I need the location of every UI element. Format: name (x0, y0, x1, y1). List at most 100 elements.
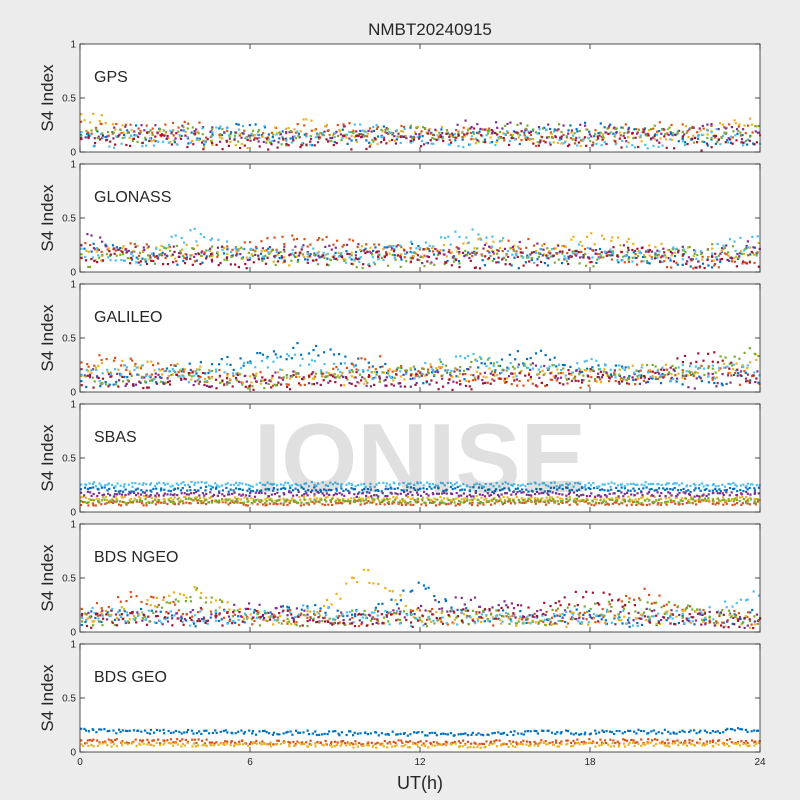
data-point (572, 491, 576, 494)
data-point (196, 368, 199, 371)
data-point (92, 368, 95, 371)
data-point (646, 380, 649, 383)
data-point (711, 489, 714, 492)
data-point (215, 387, 218, 390)
data-point (601, 483, 604, 486)
data-point (734, 134, 737, 137)
data-point (681, 253, 684, 256)
data-point (633, 256, 636, 259)
data-point (679, 488, 683, 492)
data-point (432, 370, 435, 373)
data-point (144, 260, 147, 263)
data-point (455, 375, 458, 378)
data-point (306, 245, 309, 248)
data-point (293, 128, 296, 131)
data-point (455, 381, 458, 384)
data-point (685, 262, 688, 265)
data-point (672, 482, 675, 485)
data-point (221, 248, 224, 252)
data-point (508, 143, 511, 146)
data-point (622, 134, 625, 137)
data-point (719, 143, 722, 146)
data-point (92, 492, 95, 496)
data-point (244, 494, 248, 497)
data-point (454, 230, 457, 233)
data-point (733, 260, 736, 263)
data-point (533, 493, 537, 496)
data-point (452, 498, 455, 501)
data-point (409, 126, 412, 129)
data-point (564, 377, 568, 380)
data-point (121, 500, 124, 503)
data-point (225, 486, 228, 489)
data-point (471, 255, 474, 258)
data-point (675, 132, 678, 136)
data-point (257, 258, 260, 261)
data-point (461, 136, 464, 139)
data-point (420, 130, 423, 133)
data-point (454, 136, 457, 139)
data-point (329, 136, 332, 140)
data-point (199, 500, 203, 503)
data-point (580, 381, 584, 384)
data-point (422, 248, 425, 251)
data-point (431, 246, 434, 250)
data-point (475, 251, 479, 254)
data-point (322, 372, 325, 375)
data-point (449, 482, 453, 485)
data-point (612, 139, 616, 142)
data-point (129, 500, 132, 503)
data-point (399, 244, 402, 247)
data-point (513, 379, 516, 382)
data-point (642, 379, 645, 382)
data-point (107, 373, 111, 376)
data-point (744, 261, 747, 264)
data-point (141, 364, 144, 367)
data-point (546, 367, 549, 370)
data-point (160, 254, 164, 257)
data-point (496, 374, 499, 377)
data-point (369, 485, 372, 488)
data-point (95, 368, 98, 372)
data-point (382, 497, 385, 500)
data-point (656, 377, 659, 380)
data-point (367, 129, 370, 132)
data-point (396, 135, 399, 138)
data-point (578, 262, 581, 265)
data-point (441, 132, 444, 135)
data-point (387, 369, 390, 372)
data-point (102, 496, 105, 499)
data-point (455, 481, 458, 484)
data-point (419, 494, 423, 497)
data-point (137, 127, 140, 130)
data-point (635, 128, 638, 131)
data-point (134, 482, 137, 485)
data-point (713, 381, 716, 385)
data-point (612, 252, 615, 255)
data-point (224, 501, 227, 504)
data-point (180, 236, 183, 240)
data-point (474, 266, 477, 269)
data-point (151, 131, 154, 134)
data-point (412, 140, 415, 143)
data-point (711, 372, 714, 376)
data-point (340, 384, 343, 387)
data-point (210, 139, 213, 142)
data-point (381, 130, 384, 133)
data-point (348, 130, 351, 134)
data-point (163, 492, 166, 495)
data-point (222, 252, 226, 255)
data-point (457, 145, 460, 148)
data-point (353, 499, 356, 502)
data-point (415, 126, 418, 129)
data-point (409, 374, 413, 377)
data-point (438, 365, 441, 369)
data-point (104, 243, 107, 246)
data-point (328, 372, 331, 375)
y-tick-label: 1 (70, 280, 76, 291)
data-point (170, 373, 173, 377)
data-point (170, 235, 173, 238)
data-point (549, 378, 552, 381)
data-point (350, 487, 353, 490)
data-point (590, 232, 593, 235)
